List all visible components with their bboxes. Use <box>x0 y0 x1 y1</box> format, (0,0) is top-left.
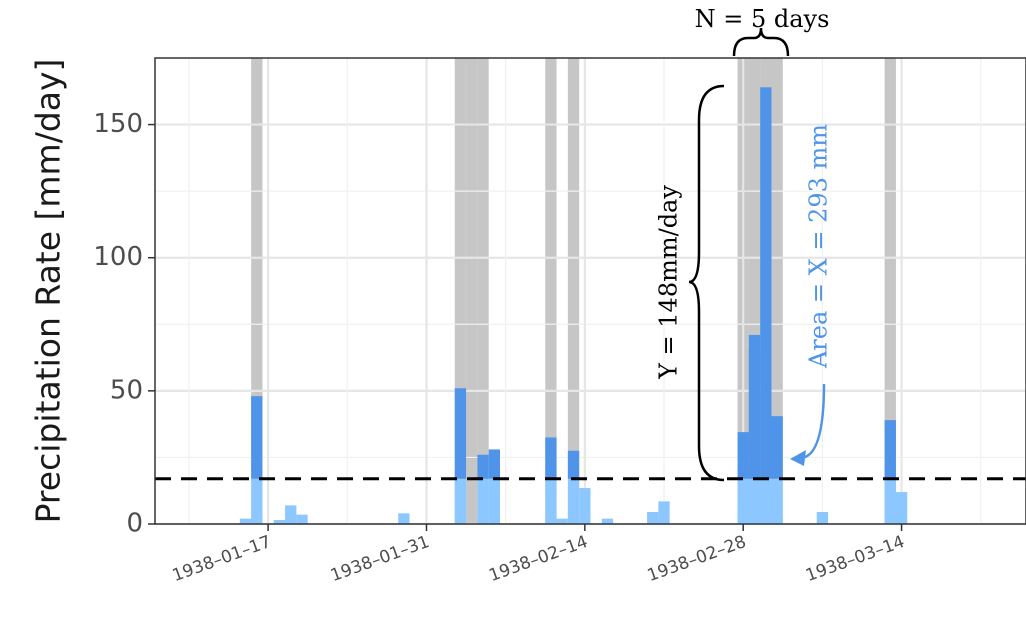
y-axis-label: Precipitation Rate [mm/day] <box>29 59 68 524</box>
x-tick-label: 1938–03–14 <box>803 532 907 586</box>
x-tick-label: 1938–01–17 <box>170 532 274 586</box>
highlight-band <box>545 58 557 524</box>
bars <box>239 87 908 524</box>
bar-below-threshold <box>884 478 896 524</box>
highlight-band <box>748 58 761 524</box>
bar-above-threshold <box>545 437 557 479</box>
bar-above-threshold <box>454 388 467 479</box>
area-arrow <box>799 383 826 460</box>
bar-below-threshold <box>296 514 308 524</box>
bar-above-threshold <box>477 454 489 479</box>
x-axis: 1938–01–17 1938–01–31 1938–02–14 1938–02–28… <box>170 524 907 586</box>
bar-below-threshold <box>737 478 749 524</box>
y-brace <box>688 84 725 482</box>
bar-below-threshold <box>239 518 252 524</box>
highlight-band <box>771 58 783 524</box>
bar-above-threshold <box>567 450 580 479</box>
bar-below-threshold <box>273 520 286 524</box>
bar-below-threshold <box>545 478 557 524</box>
highlight-band <box>454 58 467 524</box>
panel-border <box>154 57 1026 525</box>
highlight-band <box>884 58 896 524</box>
x-tick-label: 1938–01–31 <box>328 532 432 586</box>
bar-below-threshold <box>816 512 829 524</box>
highlight-band <box>567 58 580 524</box>
bar-above-threshold <box>884 420 896 479</box>
x-tick-label: 1938–02–14 <box>486 532 590 586</box>
bar-above-threshold <box>488 449 501 479</box>
area-arrowhead <box>790 450 806 466</box>
bar-below-threshold <box>647 512 659 524</box>
y-tick-label: 0 <box>126 509 143 539</box>
bar-below-threshold <box>771 478 783 524</box>
y-value-label: Y = 148mm/day <box>655 185 683 380</box>
bar-below-threshold <box>567 478 580 524</box>
bar-above-threshold <box>737 432 749 479</box>
bar-below-threshold <box>760 478 772 524</box>
bar-below-threshold <box>579 488 591 524</box>
y-tick-label: 50 <box>110 375 143 405</box>
y-tick-label: 100 <box>93 242 143 272</box>
bar-below-threshold <box>285 505 297 524</box>
bar-above-threshold <box>251 396 263 479</box>
bar-below-threshold <box>251 478 263 524</box>
highlight-band <box>251 58 263 524</box>
bar-below-threshold <box>556 518 568 524</box>
bar-below-threshold <box>748 478 761 524</box>
highlight-band <box>466 58 478 524</box>
bar-below-threshold <box>477 478 489 524</box>
y-axis: 0 50 100 150 <box>93 109 155 539</box>
bar-below-threshold <box>454 478 467 524</box>
x-tick-label: 1938–02–28 <box>645 532 749 586</box>
y-tick-label: 150 <box>93 109 143 139</box>
highlight-band <box>477 58 489 524</box>
bar-above-threshold <box>748 348 761 479</box>
bar-below-threshold <box>895 492 908 524</box>
bar-below-threshold <box>658 501 670 524</box>
bar-below-threshold <box>488 478 501 524</box>
bar-above-threshold <box>771 416 783 479</box>
bar-above-threshold <box>760 87 772 479</box>
bar-below-threshold <box>601 518 614 524</box>
area-label: Area = X = 293 mm <box>805 124 833 369</box>
bar-below-threshold <box>398 513 410 524</box>
n-days-brace <box>732 27 790 57</box>
